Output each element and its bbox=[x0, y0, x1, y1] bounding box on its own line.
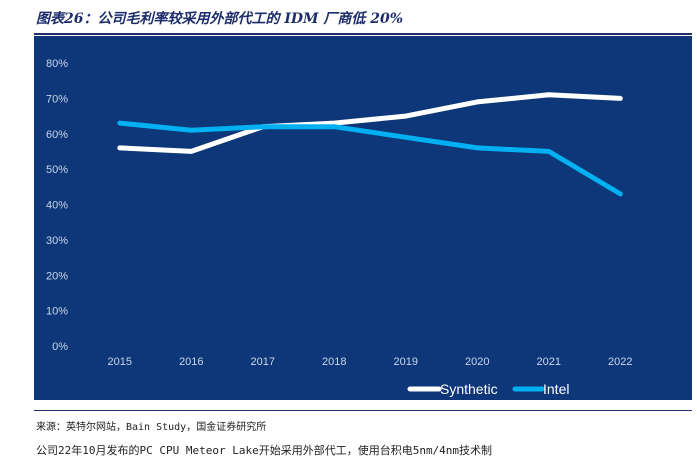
y-tick-label: 70% bbox=[46, 93, 68, 105]
y-tick-label: 50% bbox=[46, 164, 68, 176]
x-tick-label: 2020 bbox=[465, 356, 489, 368]
line-chart: 0%10%20%30%40%50%60%70%80% 2015 2016 2017 2… bbox=[46, 58, 633, 397]
legend-label-synthetic: Synthetic bbox=[440, 381, 498, 397]
source-rule bbox=[34, 410, 692, 411]
y-tick-label: 0% bbox=[52, 341, 68, 353]
x-tick-label: 2017 bbox=[251, 356, 275, 368]
series-line-intel bbox=[117, 120, 623, 197]
series-line-synthetic bbox=[117, 92, 623, 154]
x-tick-label: 2022 bbox=[608, 356, 632, 368]
y-tick-label: 60% bbox=[46, 129, 68, 141]
x-tick-label: 2019 bbox=[394, 356, 418, 368]
y-tick-label: 30% bbox=[46, 235, 68, 247]
y-tick-label: 80% bbox=[46, 58, 68, 70]
legend-label-intel: Intel bbox=[543, 381, 569, 397]
y-axis: 0% 10% 20% 30% 40% 50% 60% 70% 80% bbox=[46, 58, 68, 353]
x-tick-label: 2015 bbox=[108, 356, 132, 368]
y-tick-label: 10% bbox=[46, 306, 68, 318]
series-lines bbox=[117, 92, 623, 197]
y-tick-label: 20% bbox=[46, 270, 68, 282]
x-tick-label: 2016 bbox=[179, 356, 203, 368]
y-tick-label: 40% bbox=[46, 200, 68, 212]
title-rule bbox=[34, 33, 692, 35]
chart-panel: 0% 10% 20% 30% 40% 50% 60% 70% 80% 2015 2016 2017 2… bbox=[34, 36, 692, 400]
x-axis: 2015 2016 2017 2018 2019 2020 2021 2022 bbox=[108, 356, 633, 368]
figure-title: 图表26：公司毛利率较采用外部代工的 IDM 厂商低 20% bbox=[36, 11, 404, 27]
source-note: 来源：英特尔网站，Bain Study，国金证券研究所 bbox=[36, 422, 267, 433]
x-tick-label: 2021 bbox=[537, 356, 561, 368]
x-tick-label: 2018 bbox=[322, 356, 346, 368]
legend: Synthetic Intel bbox=[407, 381, 569, 397]
body-text-cut: 公司22年10月发布的PC CPU Meteor Lake开始采用外部代工，使用… bbox=[36, 444, 493, 457]
